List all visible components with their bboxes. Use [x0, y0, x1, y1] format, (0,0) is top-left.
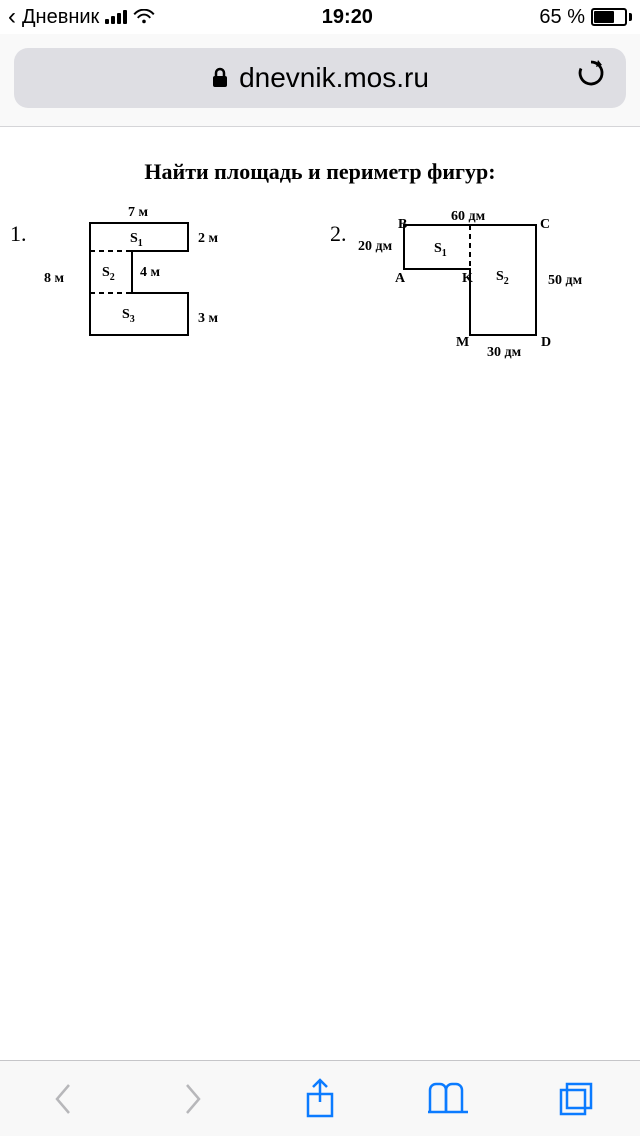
clock: 19:20 [322, 6, 373, 29]
fig2-left: 20 дм [358, 239, 392, 255]
fig1-s2: S2 [102, 265, 115, 283]
wifi-icon [133, 9, 155, 25]
fig2-s2: S2 [496, 269, 509, 287]
forward-button[interactable] [170, 1077, 214, 1121]
share-button[interactable] [298, 1077, 342, 1121]
fig1-label-right2: 3 м [198, 311, 218, 327]
bookmarks-button[interactable] [426, 1077, 470, 1121]
fig2-s1: S1 [434, 241, 447, 259]
fig1-label-right1: 2 м [198, 231, 218, 247]
url-domain: dnevnik.mos.ru [239, 62, 429, 94]
battery-percent: 65 % [539, 6, 585, 29]
figure-1 [90, 223, 210, 353]
fig2-B: B [398, 217, 407, 233]
reload-icon[interactable] [576, 58, 606, 98]
lock-icon [211, 67, 229, 89]
problem-2-number: 2. [330, 221, 347, 247]
task-title: Найти площадь и периметр фигур: [0, 127, 640, 185]
fig2-bottom: 30 дм [487, 345, 521, 361]
fig2-right: 50 дм [548, 273, 582, 289]
status-right: 65 % [539, 6, 632, 29]
fig2-K: K [462, 271, 473, 287]
fig1-label-left: 8 м [44, 271, 64, 287]
tabs-button[interactable] [554, 1077, 598, 1121]
fig1-label-top: 7 м [128, 205, 148, 221]
browser-chrome-top: dnevnik.mos.ru [0, 34, 640, 127]
page-content: Найти площадь и периметр фигур: 1. 7 м 2… [0, 127, 640, 1057]
fig1-s3: S3 [122, 307, 135, 325]
status-bar: ‹ Дневник 19:20 65 % [0, 0, 640, 34]
fig2-D: D [541, 335, 551, 351]
cellular-signal-icon [105, 10, 127, 24]
browser-toolbar [0, 1060, 640, 1136]
battery-icon [591, 8, 632, 26]
fig2-A: A [395, 271, 405, 287]
status-left: ‹ Дневник [8, 5, 155, 29]
figure-2 [404, 225, 554, 355]
address-bar[interactable]: dnevnik.mos.ru [14, 48, 626, 108]
fig1-s1: S1 [130, 231, 143, 249]
problem-1-number: 1. [10, 221, 27, 247]
fig2-M: M [456, 335, 469, 351]
fig1-label-inner: 4 м [140, 265, 160, 281]
figures-row: 1. 7 м 2 м 4 м 3 м 8 м S1 S2 S3 2. [0, 203, 640, 463]
back-button[interactable] [42, 1077, 86, 1121]
back-to-app-chevron-icon[interactable]: ‹ [8, 5, 16, 29]
fig2-C: C [540, 217, 550, 233]
back-app-label[interactable]: Дневник [22, 6, 99, 29]
fig2-top: 60 дм [451, 209, 485, 225]
